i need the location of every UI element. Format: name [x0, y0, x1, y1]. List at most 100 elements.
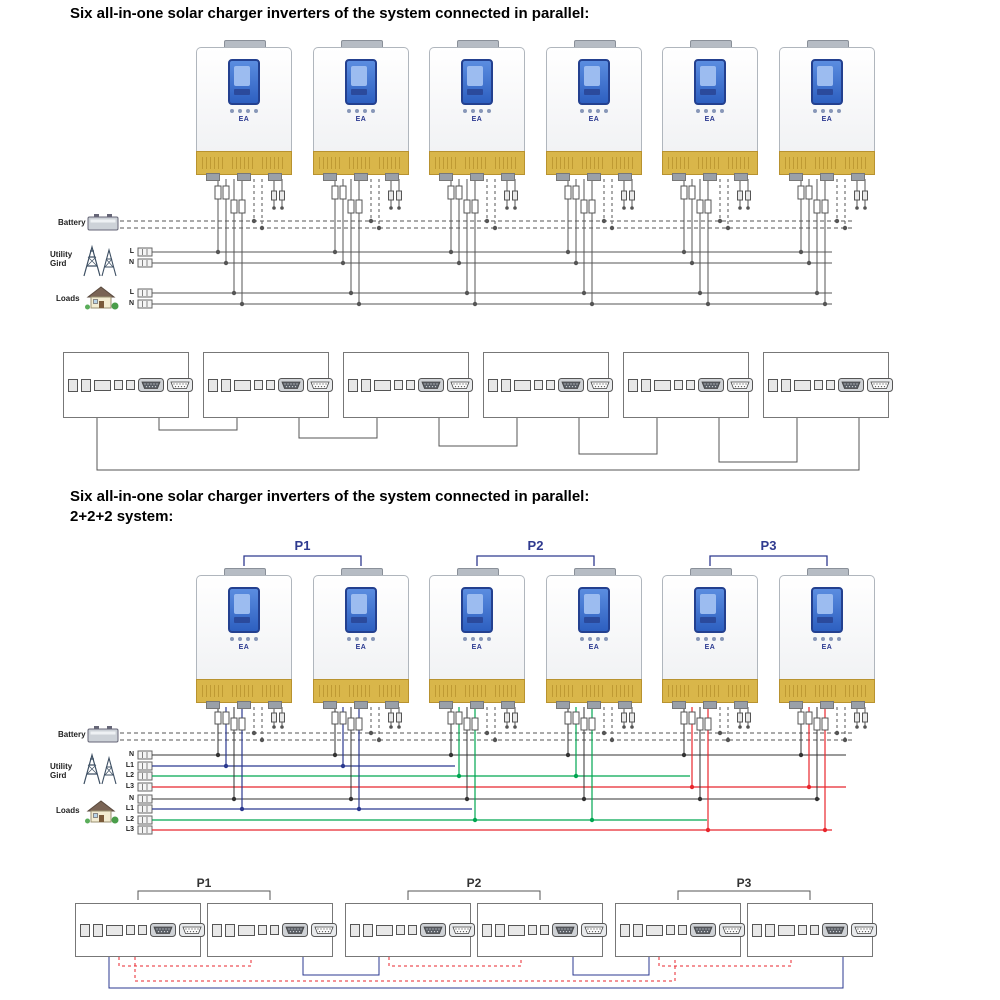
loads-bus-section1 [137, 288, 832, 309]
inverter-buttons [430, 634, 524, 641]
inverter-display [228, 587, 260, 633]
inverter-buttons [314, 634, 408, 641]
comm-port-rj45 [94, 379, 111, 391]
inverter-buttons [780, 106, 874, 113]
comm-port-small [488, 378, 498, 392]
inverter-terminals [196, 701, 290, 709]
power-towers-icon [82, 244, 120, 278]
inverter-vent-band [429, 679, 525, 703]
battery-icon [86, 212, 120, 232]
inverter-body: EA [429, 575, 525, 680]
comm-port-small [546, 380, 555, 390]
comm-port-rj45 [376, 924, 393, 936]
inverter-body: EA [546, 575, 642, 680]
dsub-connector-icon [587, 378, 613, 392]
inverter-unit-row2-1: EA [196, 568, 292, 709]
line-label: L1 [125, 805, 134, 812]
comm-port-small [495, 923, 505, 937]
dsub-connector-icon [447, 378, 473, 392]
comm-port-small [620, 923, 630, 937]
inverter-display [578, 59, 610, 105]
inverter-vent-band [779, 679, 875, 703]
comm-port-rj45 [508, 924, 525, 936]
inverter-unit-row2-6: EA [779, 568, 875, 709]
battery-label: Battery [58, 730, 86, 739]
comm-port-small [768, 378, 778, 392]
dsub-connector-icon [311, 923, 337, 937]
comm-group-label: P3 [736, 876, 752, 890]
inverter-body: EA [196, 47, 292, 152]
comm-port-small [126, 925, 135, 935]
comm-port-rj45 [654, 379, 671, 391]
inverter-buttons [547, 634, 641, 641]
comm-port-small [686, 380, 695, 390]
comm-port-small [678, 925, 687, 935]
inverter-unit-row1-1: EA [196, 40, 292, 181]
dsub-connector-icon [420, 923, 446, 937]
inverter-vent-band [662, 679, 758, 703]
inverter-vent-band [429, 151, 525, 175]
dsub-connector-icon [690, 923, 716, 937]
inverter-unit-row1-6: EA [779, 40, 875, 181]
inverter-body: EA [779, 575, 875, 680]
inverter-terminals [779, 173, 873, 181]
line-label: N [128, 795, 134, 802]
inverter-vent-band [662, 151, 758, 175]
dsub-connector-icon [418, 378, 444, 392]
inverter-vent-band [779, 151, 875, 175]
dsub-connector-icon [167, 378, 193, 392]
inverter-display [694, 59, 726, 105]
inverter-buttons [780, 634, 874, 641]
parallel-group-label: P2 [527, 538, 544, 553]
comm-port-rj45 [514, 379, 531, 391]
line-label: N [128, 751, 134, 758]
inverter-body: EA [779, 47, 875, 152]
comm-port-small [765, 923, 775, 937]
comm-port-small [641, 378, 651, 392]
inverter-brand-logo: EA [355, 644, 367, 651]
inverter-buttons [430, 106, 524, 113]
battery-label: Battery [58, 218, 86, 227]
comm-port-small [266, 380, 275, 390]
inverter-body: EA [546, 47, 642, 152]
parallel-group-brackets [243, 555, 828, 566]
inverter-vent-band [546, 151, 642, 175]
inverter-body: EA [196, 575, 292, 680]
comm-group-label: P2 [466, 876, 482, 890]
inverter-buttons [547, 106, 641, 113]
comm-port-small [406, 380, 415, 390]
inverter-display [811, 59, 843, 105]
loads-label: Loads [56, 806, 80, 815]
inverter-display [694, 587, 726, 633]
parallel-group-label: P1 [294, 538, 311, 553]
inverter-display [228, 59, 260, 105]
line-label: L3 [125, 826, 134, 833]
inverter-body: EA [662, 575, 758, 680]
inverter-unit-row1-2: EA [313, 40, 409, 181]
dsub-connector-icon [727, 378, 753, 392]
inverter-terminals [196, 173, 290, 181]
inverter-unit-row2-5: EA [662, 568, 758, 709]
comm-port-small [528, 925, 537, 935]
inverter-brand-logo: EA [821, 644, 833, 651]
comm-port-small [482, 923, 492, 937]
inverter-brand-logo: EA [238, 644, 250, 651]
comm-port-rj45 [778, 924, 795, 936]
comm-port-small [80, 923, 90, 937]
inverter-vent-band [196, 151, 292, 175]
comm-port-small [633, 923, 643, 937]
dsub-connector-icon [581, 923, 607, 937]
inverter-brand-logo: EA [588, 644, 600, 651]
inverter-terminals [546, 701, 640, 709]
comm-port-small [628, 378, 638, 392]
inverter-brand-logo: EA [355, 116, 367, 123]
inverter-unit-row1-4: EA [546, 40, 642, 181]
inverter-body: EA [313, 47, 409, 152]
comm-box-row2-1 [75, 903, 205, 957]
inverter-brand-logo: EA [704, 116, 716, 123]
comm-group-bracket [677, 890, 811, 900]
comm-box-row1-6 [763, 352, 893, 418]
comm-port-small [394, 380, 403, 390]
comm-port-small [781, 378, 791, 392]
inverter-terminals [779, 701, 873, 709]
